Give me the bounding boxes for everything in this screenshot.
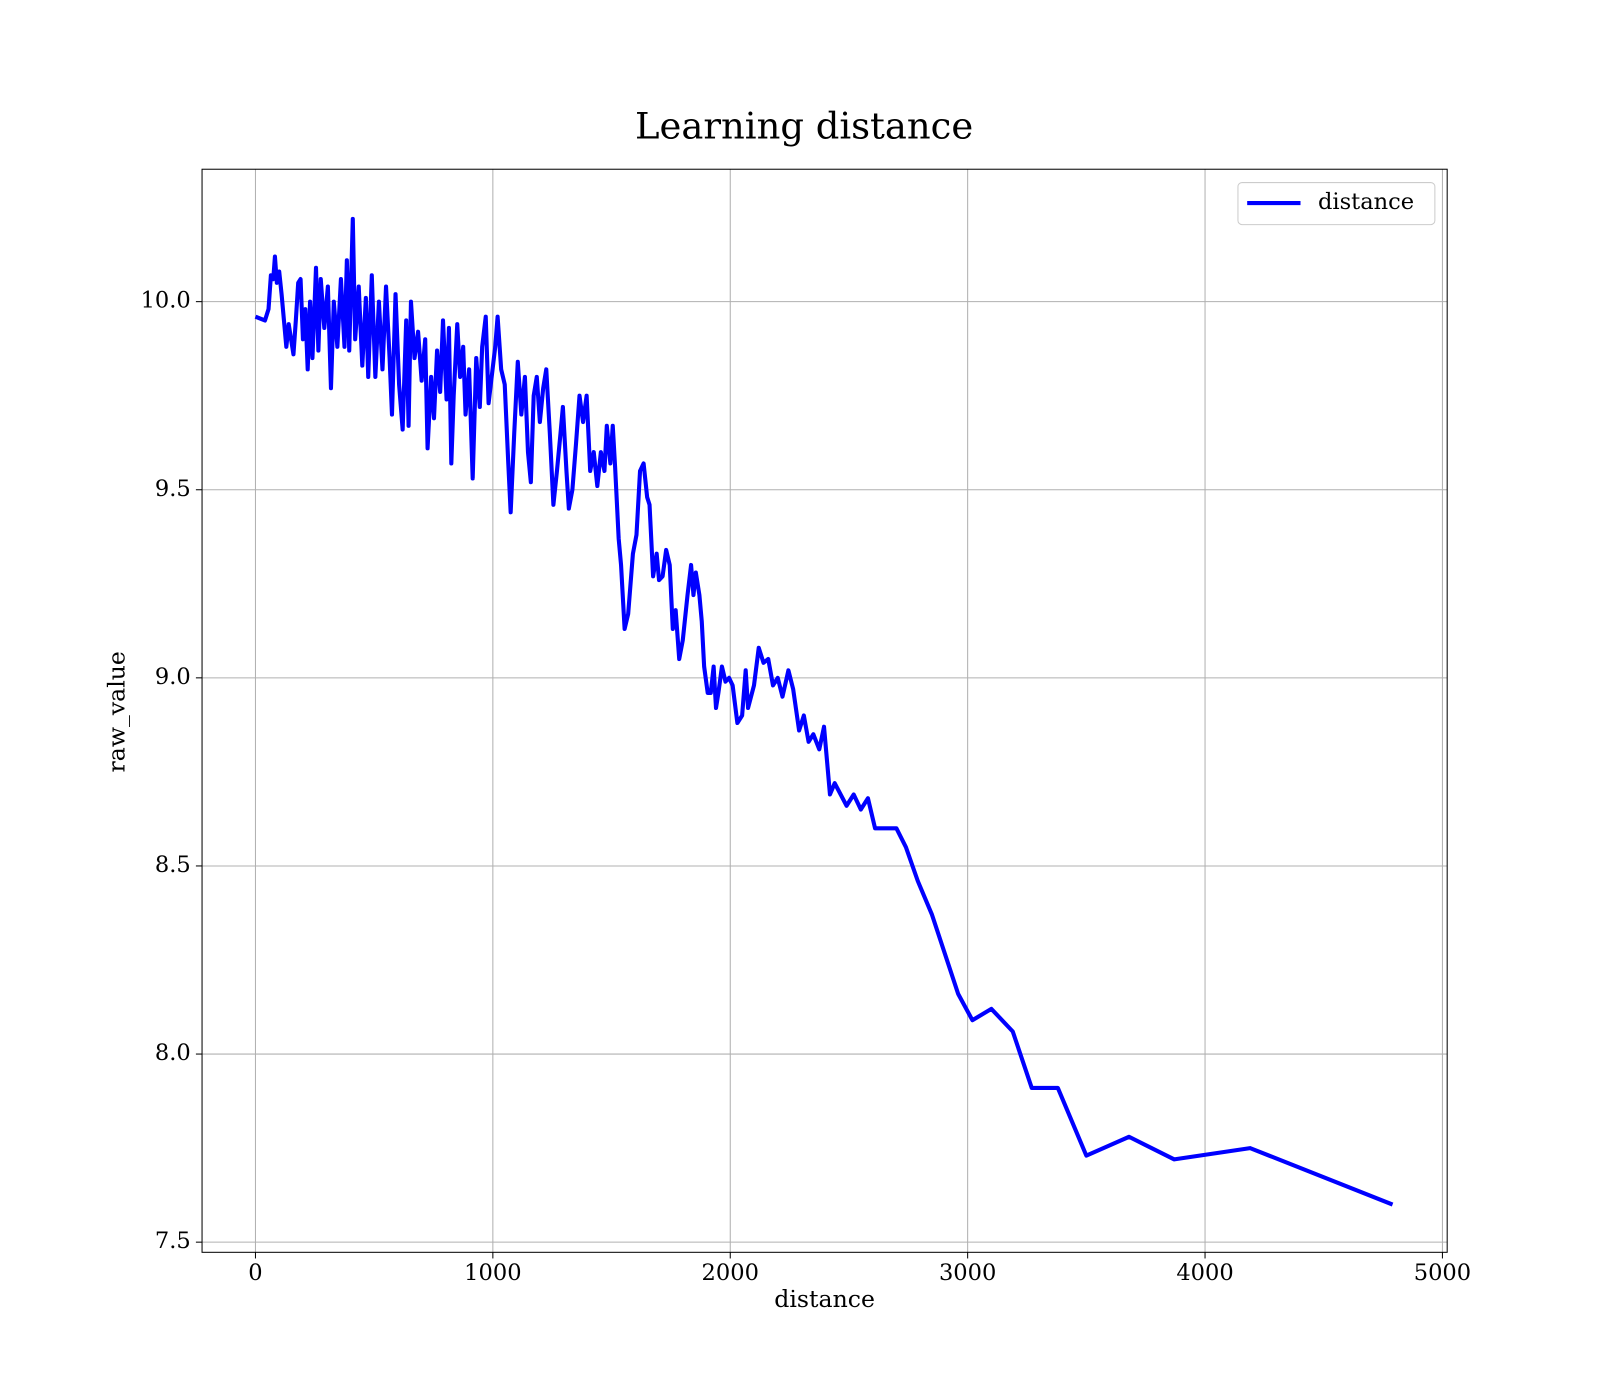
legend-box — [1237, 182, 1436, 226]
y-tick-label: 10.0 — [141, 288, 191, 314]
x-tick-label: 0 — [248, 1260, 262, 1286]
y-tick-label: 9.0 — [155, 664, 191, 690]
x-axis-label: distance — [774, 1285, 875, 1313]
chart-title: Learning distance — [635, 105, 973, 148]
x-tick-label: 1000 — [464, 1260, 521, 1286]
y-tick-label: 9.5 — [155, 476, 191, 502]
plot-frame — [201, 168, 1448, 1253]
x-tick-label: 5000 — [1414, 1260, 1471, 1286]
y-tick-label: 7.5 — [155, 1228, 191, 1254]
y-tick-label: 8.5 — [155, 852, 191, 878]
x-tick-label: 4000 — [1176, 1260, 1233, 1286]
y-tick-label: 8.0 — [155, 1040, 191, 1066]
x-tick-label: 3000 — [939, 1260, 996, 1286]
legend-label: distance — [1318, 189, 1414, 215]
y-axis-label: raw_value — [102, 651, 130, 772]
x-tick-label: 2000 — [702, 1260, 759, 1286]
data-line — [254, 216, 1394, 1207]
